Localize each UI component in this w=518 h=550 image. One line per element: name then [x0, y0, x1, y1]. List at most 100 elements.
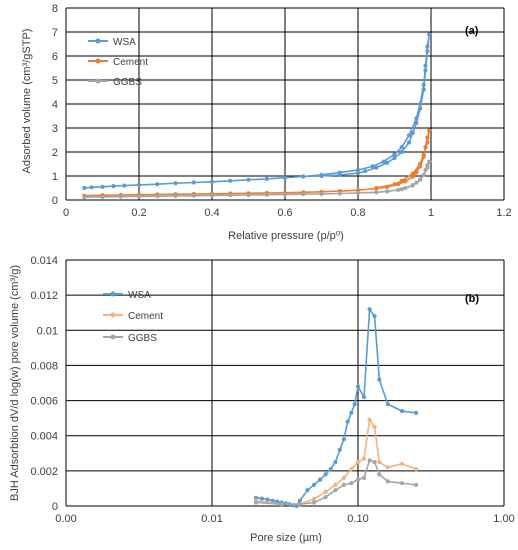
panel-b-series-ggbs-point [341, 482, 346, 487]
panel-a-x-tick-label: 0.8 [350, 207, 365, 219]
panel-b-series-cement-point [399, 461, 405, 466]
svg-text:WSA: WSA [113, 37, 136, 48]
panel-b-series-ggbs-point [253, 500, 259, 505]
panel-b-series-ggbs-point [333, 488, 338, 493]
panel-a-series-ggbs-point [100, 194, 105, 199]
panel-a-x-tick-label: 0.2 [131, 207, 146, 219]
panel-a-x-tick-label: 1 [428, 207, 434, 219]
panel-a-series-ggbs-point [418, 177, 423, 182]
panel-a-series-cement-point [392, 182, 397, 187]
panel-b-series-ggbs-point [297, 502, 302, 507]
panel-b-series-wsa-point [337, 447, 342, 452]
panel-a-series-ggbs-point [173, 193, 178, 198]
panel-a-series-wsa-point [410, 130, 415, 135]
panel-b-series-cement-point [377, 460, 382, 465]
panel-a-series-cement-point [396, 182, 401, 187]
panel-b-tick-labels: 0 0.002 0.004 0.006 0.008 0.01 0.012 0.014 0.00 0… [30, 255, 514, 525]
panel-a-series-cement-point [423, 145, 428, 150]
panel-a-series-wsa-point [355, 167, 361, 173]
panel-a-y-tick-label: 0 [52, 195, 58, 207]
panel-a-series-wsa-point [421, 87, 426, 92]
panel-b-series-wsa-point [414, 410, 419, 415]
panel-a-y-axis-title: Adsorbed volume (cm³/gSTP) [21, 29, 33, 174]
panel-a-series-cement-point [410, 171, 415, 176]
panel-a-series-wsa-point [423, 68, 428, 73]
panel-a-series-wsa-point [355, 171, 361, 176]
panel-b-series-wsa-point [377, 377, 382, 382]
panel-b-series-cement-point [333, 482, 338, 487]
panel-a-y-tick-label: 3 [52, 123, 58, 135]
panel-b-x-tick-label: 0.00 [55, 513, 76, 525]
panel-a-series-ggbs-point [385, 189, 390, 194]
panel-b-series-wsa-point [259, 496, 265, 501]
panel-b-legend-item-wsa: WSA [103, 290, 151, 301]
panel-b-series-ggbs-point [367, 458, 372, 463]
panel-b-series-cement-point [311, 496, 317, 502]
panel-b-series-ggbs-point [377, 472, 382, 477]
panel-a-series-wsa-point [246, 177, 251, 182]
panel-a-series-wsa-point [100, 184, 105, 189]
panel-b-y-tick-label: 0.01 [37, 325, 58, 337]
panel-a-series-ggbs-point [246, 192, 251, 198]
panel-b-x-tick-label: 0.10 [347, 513, 368, 525]
panel-b-y-tick-label: 0.012 [30, 290, 58, 302]
panel-a-series-ggbs-point [410, 183, 415, 188]
panel-b-series-wsa-point [270, 498, 275, 503]
panel-a-y-tick-label: 1 [52, 171, 58, 183]
panel-a-x-tick-label: 0.6 [277, 207, 292, 219]
panel-a-series-cement-point [374, 185, 379, 191]
panel-a-legend-item-wsa: WSA [88, 37, 136, 48]
panel-a-series-ggbs-point [427, 159, 432, 164]
panel-b-y-axis-title: BJH Adsorbtion dV/d log(w) pore volume (… [9, 265, 21, 501]
panel-a-series-wsa-point [122, 183, 127, 188]
panel-a-series-ggbs-point [155, 194, 160, 199]
panel-b-series-wsa-point [311, 482, 317, 487]
panel-a-series-cement-point [410, 174, 415, 179]
panel-b-series-wsa-point [349, 410, 354, 415]
panel-a-series-wsa-point [282, 175, 288, 180]
panel-a-series-wsa-point [136, 182, 142, 187]
panel-a-series-wsa-point [370, 164, 375, 169]
panel-a-series-ggbs-point [355, 190, 361, 196]
panel-a-series-cement-point [427, 128, 432, 133]
panel-a-series-wsa-point [407, 140, 412, 145]
panel-b-series-wsa-point [367, 307, 372, 312]
panel-b-series-wsa-point [385, 402, 390, 407]
panel-b-y-tick-label: 0.008 [30, 360, 58, 372]
panel-b-x-axis-title: Pore size (µm) [250, 532, 322, 544]
panel-a-series-wsa-point [399, 145, 404, 150]
panel-b-series-ggbs-point [372, 460, 377, 465]
panel-a-series-cement-point [385, 184, 390, 189]
panel-a-series-wsa-point [392, 152, 397, 157]
panel-b-y-tick-label: 0.006 [30, 396, 58, 408]
svg-text:Cement: Cement [113, 57, 148, 68]
panel-b-series-cement-point [367, 417, 372, 422]
svg-text:WSA: WSA [128, 290, 151, 301]
panel-b-y-tick-label: 0.004 [30, 431, 58, 443]
panel-a-series-wsa-point [423, 63, 428, 68]
panel-a-y-tick-label: 4 [52, 99, 58, 111]
panel-a-series-ggbs-point [374, 190, 379, 195]
panel-b-series-wsa-point [318, 477, 323, 482]
panel-b-series-ggbs-point [414, 482, 419, 487]
panel-a-series-wsa-point [425, 49, 430, 54]
panel-a-series-wsa-point [374, 165, 379, 170]
panel-a-legend-item-cement: Cement [88, 57, 148, 68]
panel-a-series-wsa-point [414, 121, 419, 126]
panel-b-y-tick-label: 0.002 [30, 466, 58, 478]
panel-a-x-tick-label: 1.2 [496, 207, 511, 219]
panel-a-legend: WSA Cement GGBS [88, 37, 148, 88]
panel-b-series-ggbs-point [349, 481, 354, 486]
panel-a-series-wsa-point [89, 185, 94, 190]
panel-a-label: (a) [465, 25, 479, 37]
panel-a-series-ggbs-point [136, 194, 142, 199]
panel-a-series-wsa-point [191, 180, 196, 185]
panel-b-gridlines [65, 259, 505, 507]
panel-b-series-wsa-point [333, 460, 338, 465]
panel-a-series-wsa-point [337, 172, 342, 178]
panel-a-series-ggbs-point [209, 193, 215, 198]
panel-a-series-wsa-point [82, 185, 87, 191]
panel-b-series-cement-point [341, 475, 346, 480]
panel-a-series-wsa-point [209, 179, 215, 184]
panel-a-tick-labels: 0 1 2 3 4 5 6 7 8 0 0.2 0.4 0.6 0.8 1 1.2 [52, 3, 512, 219]
